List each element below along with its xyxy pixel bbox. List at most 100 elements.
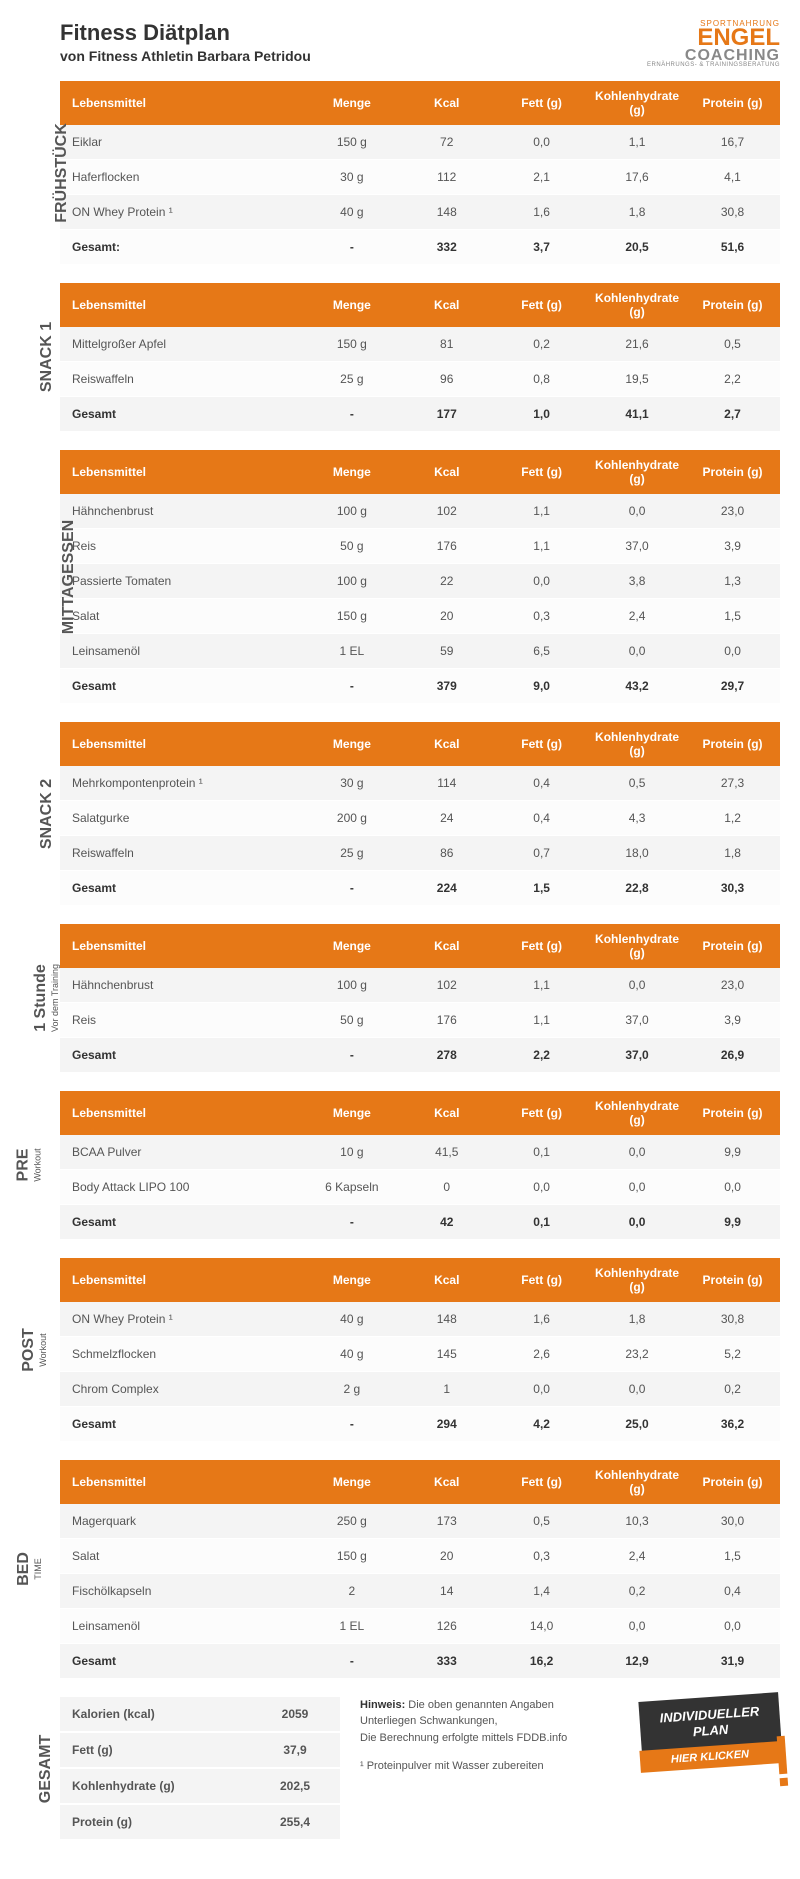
column-header: Kcal [399, 722, 494, 766]
table-cell: 0,0 [589, 968, 685, 1003]
column-header: Fett (g) [494, 924, 589, 968]
table-cell: 72 [399, 125, 494, 160]
table-cell: 150 g [304, 125, 399, 160]
section-label: SNACK 2 [38, 778, 56, 848]
table-cell: 1 EL [304, 633, 399, 668]
table-cell: 27,3 [685, 766, 780, 801]
table-cell: 86 [399, 835, 494, 870]
table-cell: Fischölkapseln [60, 1573, 304, 1608]
table-cell: 0,0 [494, 125, 589, 160]
total-cell: 3,7 [494, 229, 589, 264]
note-text2: Unterliegen Schwankungen, [360, 1713, 620, 1730]
table-cell: 25 g [304, 361, 399, 396]
column-header: Lebensmittel [60, 924, 304, 968]
table-cell: 176 [399, 528, 494, 563]
total-cell: 20,5 [589, 229, 685, 264]
table-cell: 250 g [304, 1504, 399, 1539]
total-cell: 2,2 [494, 1037, 589, 1072]
table-cell: 20 [399, 1538, 494, 1573]
column-header: Protein (g) [685, 283, 780, 327]
table-cell: 20 [399, 598, 494, 633]
total-cell: 29,7 [685, 668, 780, 703]
table-row: ON Whey Protein ¹40 g1481,61,830,8 [60, 194, 780, 229]
total-cell: 12,9 [589, 1643, 685, 1678]
table-cell: 4,1 [685, 159, 780, 194]
table-cell: 1,2 [685, 800, 780, 835]
table-cell: 50 g [304, 1002, 399, 1037]
column-header: Kohlenhydrate (g) [589, 1258, 685, 1302]
logo-line1: ENGEL [647, 27, 780, 49]
section-label: MITTAGESSEN [60, 519, 78, 633]
table-cell: BCAA Pulver [60, 1135, 304, 1170]
column-header: Lebensmittel [60, 450, 304, 494]
table-cell: 14 [399, 1573, 494, 1608]
column-header: Kcal [399, 1258, 494, 1302]
table-cell: 0,0 [589, 1135, 685, 1170]
table-cell: 0,0 [494, 1371, 589, 1406]
cta[interactable]: INDIVIDUELLER PLAN HIER KLICKEN [640, 1697, 780, 1768]
table-row: Magerquark250 g1730,510,330,0 [60, 1504, 780, 1539]
total-cell: 2,7 [685, 396, 780, 431]
total-cell: - [304, 1037, 399, 1072]
meal-section: BEDTIMELebensmittelMengeKcalFett (g)Kohl… [60, 1460, 780, 1679]
table-cell: Hähnchenbrust [60, 968, 304, 1003]
table-row: Haferflocken30 g1122,117,64,1 [60, 159, 780, 194]
summary-cell: 202,5 [250, 1768, 340, 1804]
table-cell: 0,5 [494, 1504, 589, 1539]
table-cell: Leinsamenöl [60, 633, 304, 668]
table-cell: 40 g [304, 1302, 399, 1337]
table-cell: Salat [60, 598, 304, 633]
table-row: Reiswaffeln25 g860,718,01,8 [60, 835, 780, 870]
summary-table: Kalorien (kcal)2059Fett (g)37,9Kohlenhyd… [60, 1697, 340, 1841]
total-cell: Gesamt [60, 1204, 304, 1239]
column-header: Protein (g) [685, 450, 780, 494]
total-cell: 9,0 [494, 668, 589, 703]
table-cell: 0,0 [494, 563, 589, 598]
total-row: Gesamt-3799,043,229,7 [60, 668, 780, 703]
total-cell: 41,1 [589, 396, 685, 431]
column-header: Lebensmittel [60, 81, 304, 125]
table-cell: Chrom Complex [60, 1371, 304, 1406]
meal-table: LebensmittelMengeKcalFett (g)Kohlenhydra… [60, 283, 780, 432]
table-cell: 0,4 [685, 1573, 780, 1608]
table-cell: 126 [399, 1608, 494, 1643]
column-header: Fett (g) [494, 81, 589, 125]
table-cell: ON Whey Protein ¹ [60, 194, 304, 229]
table-cell: Leinsamenöl [60, 1608, 304, 1643]
table-cell: Passierte Tomaten [60, 563, 304, 598]
table-cell: 0,2 [494, 327, 589, 362]
column-header: Fett (g) [494, 283, 589, 327]
table-cell: 25 g [304, 835, 399, 870]
table-row: Fischölkapseln2141,40,20,4 [60, 1573, 780, 1608]
table-cell: 1,4 [494, 1573, 589, 1608]
table-cell: 0,0 [589, 1608, 685, 1643]
exclamation-icon [777, 1736, 788, 1774]
table-cell: 0,0 [685, 1608, 780, 1643]
table-cell: Mehrkompontenprotein ¹ [60, 766, 304, 801]
table-cell: 41,5 [399, 1135, 494, 1170]
total-row: Gesamt:-3323,720,551,6 [60, 229, 780, 264]
section-label: PREWorkout [15, 1148, 43, 1181]
table-cell: Salat [60, 1538, 304, 1573]
summary-row: Kalorien (kcal)2059 [60, 1697, 340, 1732]
table-row: Body Attack LIPO 1006 Kapseln00,00,00,0 [60, 1169, 780, 1204]
column-header: Menge [304, 283, 399, 327]
total-cell: Gesamt [60, 1037, 304, 1072]
table-cell: 100 g [304, 968, 399, 1003]
total-cell: 36,2 [685, 1406, 780, 1441]
total-row: Gesamt-2241,522,830,3 [60, 870, 780, 905]
column-header: Fett (g) [494, 450, 589, 494]
table-cell: 0,4 [494, 800, 589, 835]
column-header: Menge [304, 450, 399, 494]
header: Fitness Diätplan von Fitness Athletin Ba… [60, 20, 780, 69]
table-cell: 50 g [304, 528, 399, 563]
table-cell: 1,6 [494, 1302, 589, 1337]
total-cell: 0,0 [589, 1204, 685, 1239]
meal-table: LebensmittelMengeKcalFett (g)Kohlenhydra… [60, 81, 780, 265]
total-cell: 30,3 [685, 870, 780, 905]
table-cell: 40 g [304, 194, 399, 229]
total-row: Gesamt-2944,225,036,2 [60, 1406, 780, 1441]
table-cell: 3,9 [685, 1002, 780, 1037]
table-cell: 0,3 [494, 1538, 589, 1573]
table-cell: 23,0 [685, 494, 780, 529]
